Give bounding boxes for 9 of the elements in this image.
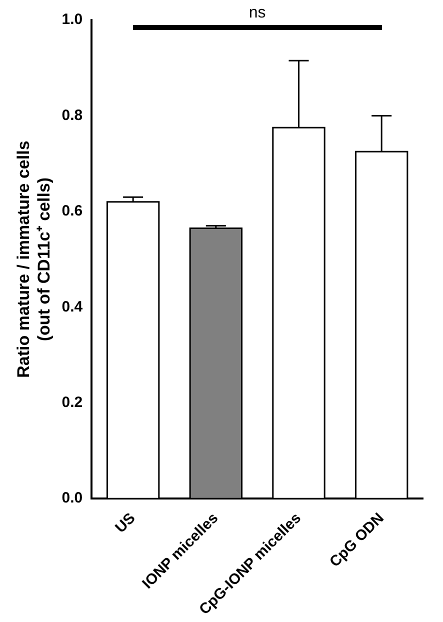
y-tick-label: 0.6 bbox=[62, 202, 83, 220]
annotation: ns bbox=[248, 4, 266, 22]
y-tick-label: 0.0 bbox=[62, 490, 83, 507]
y-tick-label: 1.0 bbox=[62, 11, 83, 28]
y-tick-label: 0.4 bbox=[62, 298, 84, 316]
y-tick-label: 0.8 bbox=[62, 106, 83, 124]
y-tick-label: 0.2 bbox=[62, 394, 83, 412]
x-tick-label: US bbox=[112, 510, 139, 536]
y-axis-title: Ratio mature / immature cells (out of CD11c⁺ cells) bbox=[14, 140, 54, 378]
